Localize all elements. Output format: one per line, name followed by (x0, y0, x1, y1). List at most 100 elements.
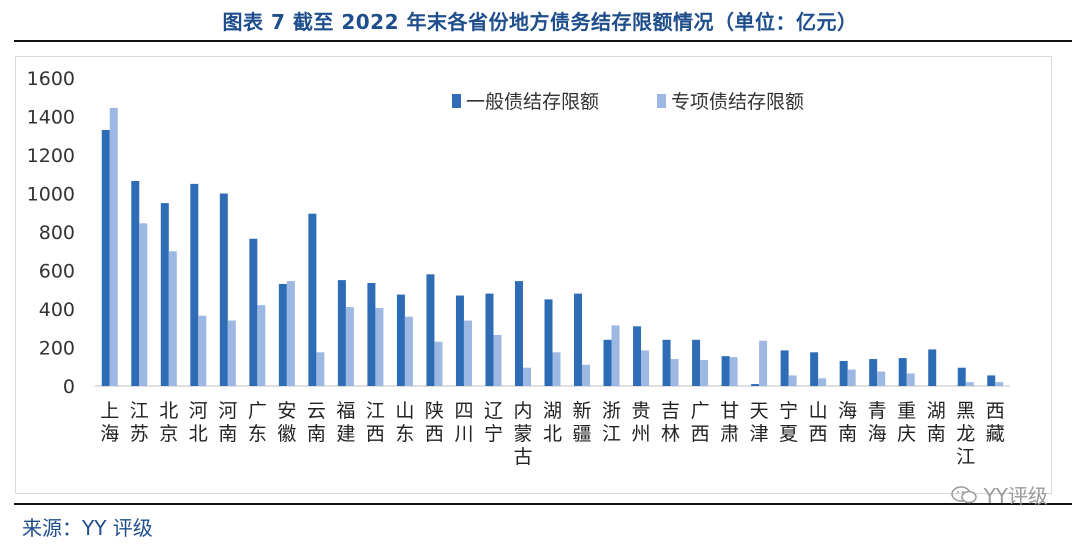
x-category-label: 夏 (779, 423, 798, 445)
bar-special-debt (404, 316, 413, 386)
x-category-label: 江 (366, 400, 385, 422)
x-category-label: 海 (100, 423, 119, 445)
bar-general-debt (396, 294, 405, 386)
bar-special-debt (611, 325, 620, 386)
x-category-label: 湖 (927, 400, 946, 422)
x-category-label: 山 (809, 400, 828, 422)
bar-general-debt (337, 280, 346, 386)
x-category-label: 建 (336, 423, 355, 445)
x-category-label: 古 (513, 446, 532, 468)
x-category-label: 湖 (543, 400, 562, 422)
x-category-label: 东 (248, 423, 267, 445)
bar-special-debt (995, 382, 1004, 386)
bar-special-debt (700, 360, 709, 386)
x-category-label: 津 (750, 423, 769, 445)
x-category-label: 疆 (573, 423, 592, 445)
x-category-label: 藏 (986, 423, 1005, 445)
chart-title: 图表 7 截至 2022 年末各省份地方债务结存限额情况（单位：亿元） (222, 10, 858, 34)
x-category-label: 上 (100, 400, 119, 422)
bar-general-debt (603, 339, 612, 386)
bar-special-debt (670, 359, 679, 386)
x-category-label: 南 (927, 423, 946, 445)
bar-special-debt (493, 334, 502, 386)
x-category-label: 甘 (720, 400, 739, 422)
bar-special-debt (257, 305, 266, 386)
x-category-label: 广 (691, 400, 710, 422)
x-category-label: 林 (661, 423, 680, 445)
x-category-label: 河 (218, 400, 237, 422)
x-category-label: 南 (307, 423, 326, 445)
y-tick-label: 200 (39, 338, 75, 360)
bar-general-debt (101, 129, 110, 386)
y-tick-label: 0 (63, 376, 75, 398)
bar-general-debt (219, 193, 228, 386)
x-category-label: 龙 (956, 423, 975, 445)
bar-general-debt (131, 180, 140, 386)
bar-general-debt (455, 295, 464, 386)
bar-general-debt (751, 384, 760, 386)
x-category-label: 蒙 (513, 423, 532, 445)
bar-special-debt (877, 371, 886, 386)
x-category-label: 海 (838, 400, 857, 422)
x-category-label: 川 (454, 423, 473, 445)
y-tick-label: 1400 (27, 107, 75, 129)
x-category-label: 贵 (632, 400, 651, 422)
bar-general-debt (780, 350, 789, 386)
x-category-label: 苏 (130, 423, 149, 445)
x-category-label: 浙 (602, 400, 621, 422)
x-category-label: 青 (868, 400, 887, 422)
bar-chart: 02004006008001000120014001600上海江苏北京河北河南广… (27, 68, 1010, 468)
x-category-label: 黑 (956, 400, 975, 422)
bar-general-debt (928, 349, 937, 386)
y-tick-label: 800 (39, 222, 75, 244)
x-category-label: 陕 (425, 400, 444, 422)
x-category-label: 肃 (720, 423, 739, 445)
x-category-label: 河 (189, 400, 208, 422)
bar-special-debt (463, 320, 472, 386)
bar-general-debt (692, 339, 701, 386)
bar-special-debt (906, 373, 915, 386)
bar-special-debt (582, 364, 591, 386)
wechat-icon (950, 485, 977, 503)
x-category-label: 安 (277, 400, 296, 422)
x-category-label: 京 (159, 423, 178, 445)
bar-special-debt (641, 350, 650, 386)
bar-special-debt (139, 223, 148, 386)
x-category-label: 福 (336, 400, 355, 422)
watermark-text: YY评级 (983, 484, 1048, 508)
x-category-label: 吉 (661, 400, 680, 422)
x-category-label: 东 (395, 423, 414, 445)
bar-general-debt (633, 326, 642, 386)
x-category-label: 内 (513, 400, 532, 422)
legend-general-debt-label: 一般债结存限额 (466, 91, 599, 113)
bar-special-debt (286, 281, 295, 386)
x-category-label: 徽 (277, 423, 296, 445)
x-category-label: 西 (366, 423, 385, 445)
bar-general-debt (278, 283, 287, 386)
x-category-label: 广 (248, 400, 267, 422)
x-category-label: 宁 (484, 423, 503, 445)
bar-general-debt (485, 293, 494, 386)
x-category-label: 南 (838, 423, 857, 445)
x-category-label: 重 (897, 400, 916, 422)
bar-general-debt (249, 238, 258, 386)
x-category-label: 江 (602, 423, 621, 445)
bar-general-debt (957, 367, 966, 386)
x-category-label: 庆 (897, 423, 916, 445)
bar-special-debt (729, 357, 738, 386)
x-category-label: 辽 (484, 400, 503, 422)
source-note: 来源：YY 评级 (22, 516, 153, 540)
bar-general-debt (367, 283, 376, 386)
legend-general-debt-swatch (452, 94, 461, 108)
chart-frame (15, 56, 1052, 494)
bar-general-debt (160, 203, 169, 386)
x-category-label: 云 (307, 400, 326, 422)
x-category-label: 四 (454, 400, 473, 422)
x-category-label: 州 (632, 423, 651, 445)
bar-special-debt (375, 308, 384, 386)
bar-general-debt (869, 359, 878, 386)
top-divider (14, 40, 1072, 42)
x-category-label: 新 (573, 400, 592, 422)
bar-general-debt (662, 339, 671, 386)
x-category-label: 江 (956, 446, 975, 468)
